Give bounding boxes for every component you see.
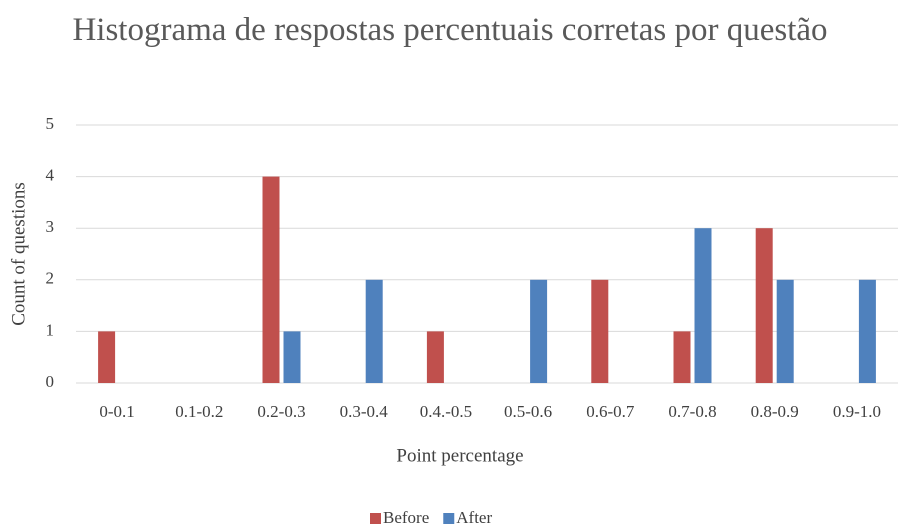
legend-label: After [456,508,492,527]
bar [673,331,691,383]
legend-label: Before [383,508,429,527]
bar [283,331,301,383]
x-tick-label: 0.7-0.8 [668,402,716,421]
legend-swatch [443,513,455,524]
y-tick-label: 5 [46,114,55,133]
x-tick-label: 0.9-1.0 [833,402,881,421]
x-tick-label: 0.8-0.9 [751,402,799,421]
x-tick-label: 0.5-0.6 [504,402,552,421]
x-tick-label: 0.4.-0.5 [420,402,472,421]
bar [98,331,116,383]
chart-title: Histograma de respostas percentuais corr… [72,12,828,48]
bar [530,279,548,383]
y-tick-label: 2 [46,269,55,288]
legend-swatch [370,513,381,524]
x-tick-label: 0.1-0.2 [175,402,223,421]
bar [591,279,609,383]
x-tick-label: 0.2-0.3 [257,402,305,421]
bar [694,228,712,383]
bar [262,176,280,383]
x-tick-label: 0.6-0.7 [586,402,635,421]
bar [776,279,794,383]
bar [426,331,444,383]
y-tick-label: 0 [46,372,55,391]
bar [365,279,383,383]
x-axis-label: Point percentage [396,445,523,466]
y-axis-label: Count of questions [8,182,29,326]
y-tick-label: 1 [46,320,55,339]
x-tick-label: 0.3-0.4 [340,402,389,421]
y-tick-label: 4 [46,166,55,185]
bar [755,228,773,383]
y-tick-label: 3 [46,217,55,236]
bar [858,279,876,383]
x-tick-label: 0-0.1 [99,402,134,421]
